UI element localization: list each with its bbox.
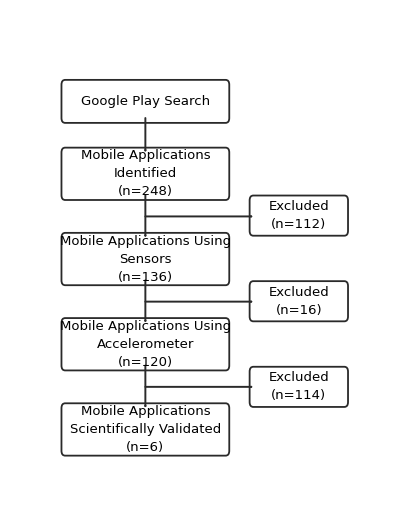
Text: Excluded
(n=114): Excluded (n=114) xyxy=(268,372,329,402)
Text: Google Play Search: Google Play Search xyxy=(81,95,210,108)
Text: Excluded
(n=112): Excluded (n=112) xyxy=(268,200,329,231)
FancyBboxPatch shape xyxy=(61,80,229,123)
FancyBboxPatch shape xyxy=(61,148,229,200)
FancyBboxPatch shape xyxy=(250,367,348,407)
FancyBboxPatch shape xyxy=(61,318,229,370)
Text: Mobile Applications Using
Accelerometer
(n=120): Mobile Applications Using Accelerometer … xyxy=(60,320,231,369)
FancyBboxPatch shape xyxy=(250,196,348,236)
Text: Mobile Applications
Identified
(n=248): Mobile Applications Identified (n=248) xyxy=(80,149,210,198)
FancyBboxPatch shape xyxy=(61,233,229,285)
FancyBboxPatch shape xyxy=(61,403,229,456)
Text: Excluded
(n=16): Excluded (n=16) xyxy=(268,286,329,317)
Text: Mobile Applications
Scientifically Validated
(n=6): Mobile Applications Scientifically Valid… xyxy=(70,405,221,454)
FancyBboxPatch shape xyxy=(250,281,348,321)
Text: Mobile Applications Using
Sensors
(n=136): Mobile Applications Using Sensors (n=136… xyxy=(60,235,231,284)
